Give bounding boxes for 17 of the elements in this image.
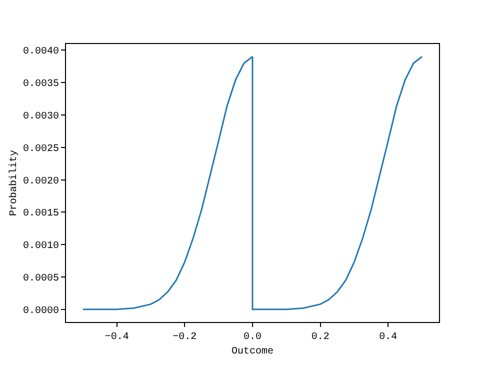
x-tick-label: 0.2 xyxy=(311,332,330,343)
x-tick-label: 0.4 xyxy=(379,332,398,343)
x-tick-label: −0.2 xyxy=(172,332,197,343)
y-axis-title: Probability xyxy=(8,150,20,216)
y-tick-label: 0.0035 xyxy=(22,79,59,90)
y-tick-label: 0.0020 xyxy=(22,176,59,188)
y-tick-label: 0.0005 xyxy=(22,273,59,284)
y-tick-label: 0.0015 xyxy=(22,208,59,220)
line-series xyxy=(82,56,423,310)
y-tick-label: 0.0000 xyxy=(22,306,59,317)
y-tick-label: 0.0025 xyxy=(22,144,59,155)
y-tick-label: 0.0040 xyxy=(22,46,59,58)
x-axis-title: Outcome xyxy=(231,346,274,358)
x-tick-label: −0.4 xyxy=(104,332,129,343)
y-tick-label: 0.0030 xyxy=(22,111,59,122)
x-tick-label: 0.0 xyxy=(243,332,262,343)
y-tick-label: 0.0010 xyxy=(22,241,59,252)
